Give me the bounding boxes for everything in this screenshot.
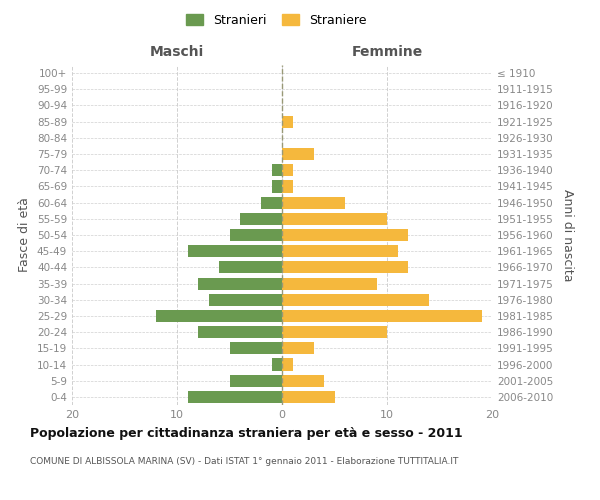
Bar <box>187 391 282 403</box>
Text: Popolazione per cittadinanza straniera per età e sesso - 2011: Popolazione per cittadinanza straniera p… <box>30 428 463 440</box>
Bar <box>240 212 282 225</box>
Bar <box>282 229 408 241</box>
Bar <box>198 278 282 289</box>
Bar <box>282 164 293 176</box>
Bar <box>282 326 387 338</box>
Bar <box>187 245 282 258</box>
Bar <box>156 310 282 322</box>
Bar <box>282 391 335 403</box>
Bar <box>271 180 282 192</box>
Text: COMUNE DI ALBISSOLA MARINA (SV) - Dati ISTAT 1° gennaio 2011 - Elaborazione TUTT: COMUNE DI ALBISSOLA MARINA (SV) - Dati I… <box>30 458 458 466</box>
Y-axis label: Fasce di età: Fasce di età <box>19 198 31 272</box>
Bar <box>282 148 314 160</box>
Bar <box>209 294 282 306</box>
Bar <box>282 212 387 225</box>
Bar <box>282 245 398 258</box>
Bar <box>282 116 293 128</box>
Bar <box>282 262 408 274</box>
Bar <box>229 374 282 387</box>
Bar <box>282 374 324 387</box>
Bar <box>282 294 429 306</box>
Bar <box>271 358 282 370</box>
Legend: Stranieri, Straniere: Stranieri, Straniere <box>181 8 371 32</box>
Bar <box>198 326 282 338</box>
Bar <box>282 342 314 354</box>
Bar <box>229 342 282 354</box>
Bar <box>282 358 293 370</box>
Text: Femmine: Femmine <box>352 44 422 59</box>
Bar <box>282 278 377 289</box>
Text: Maschi: Maschi <box>150 44 204 59</box>
Y-axis label: Anni di nascita: Anni di nascita <box>560 188 574 281</box>
Bar <box>282 310 482 322</box>
Bar <box>229 229 282 241</box>
Bar <box>282 196 345 208</box>
Bar <box>271 164 282 176</box>
Bar <box>282 180 293 192</box>
Bar <box>219 262 282 274</box>
Bar <box>261 196 282 208</box>
